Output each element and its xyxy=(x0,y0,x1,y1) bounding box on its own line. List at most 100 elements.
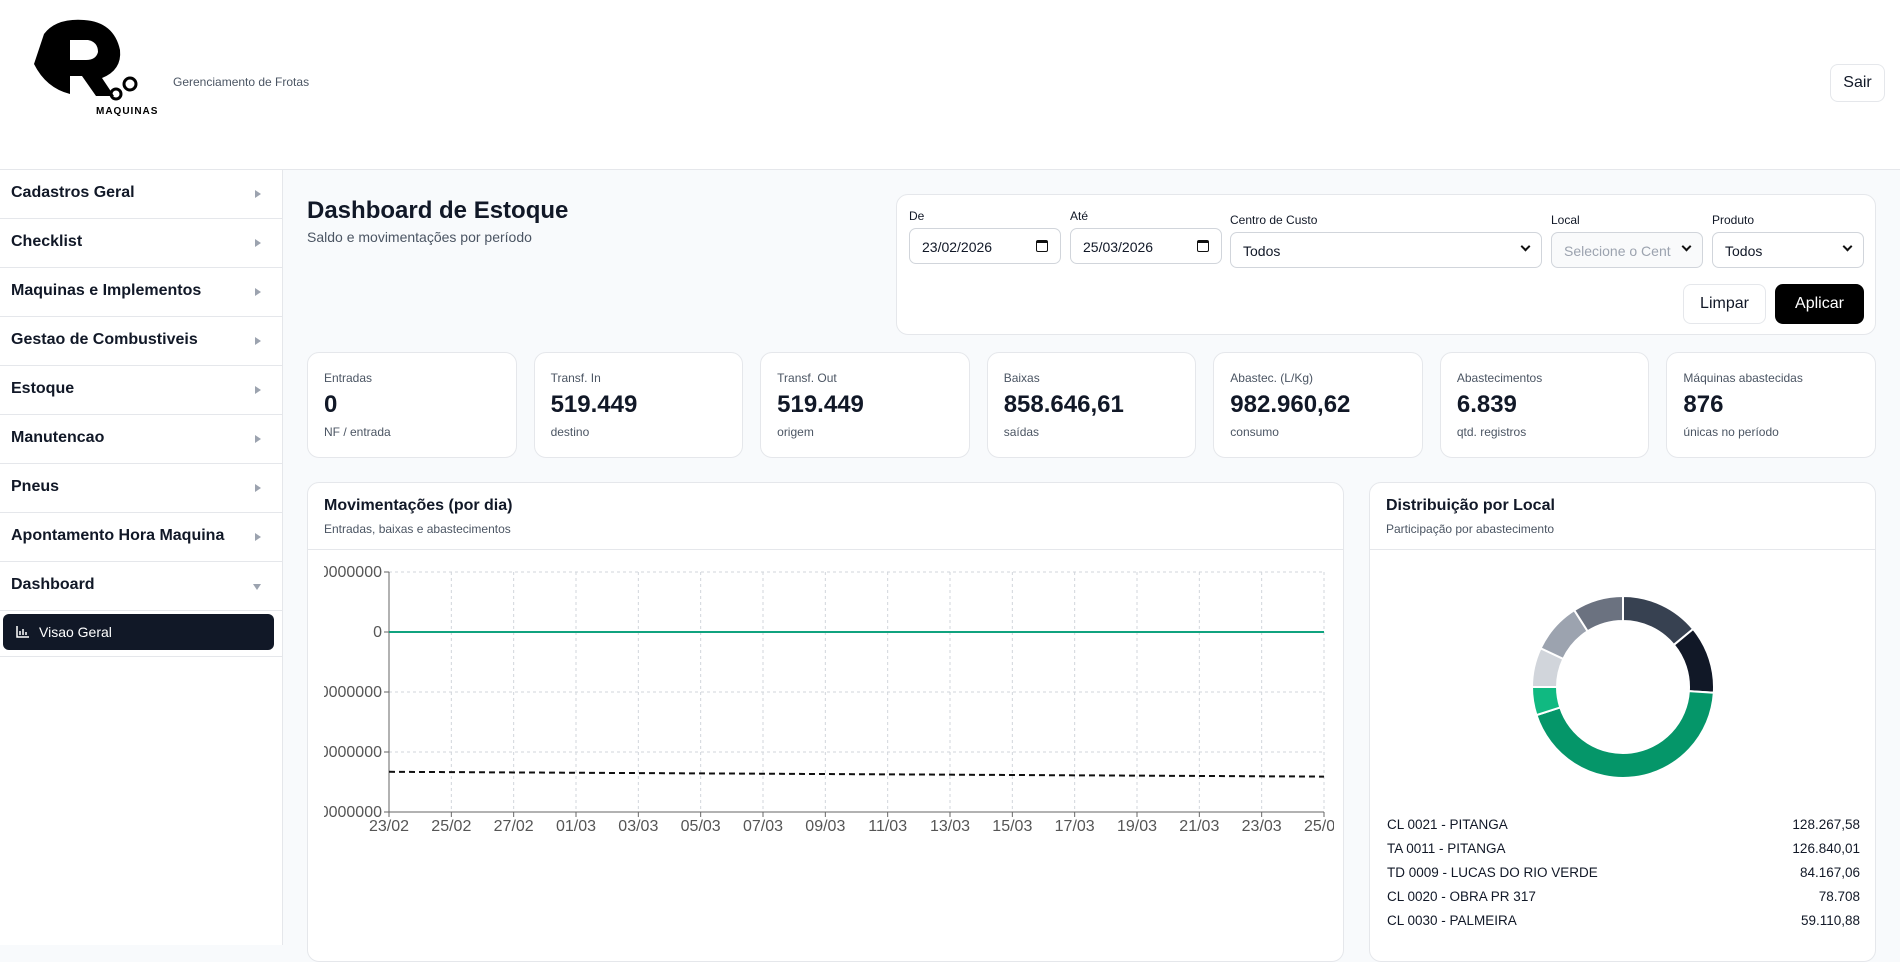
kpi-value: 6.839 xyxy=(1457,391,1517,419)
nav-label: Dashboard xyxy=(11,576,95,593)
kpi-value: 0 xyxy=(324,391,337,419)
kpi-card: Abastec. (L/Kg) 982.960,62 consumo xyxy=(1213,352,1423,458)
nav-item[interactable]: Cadastros Geral xyxy=(0,170,282,219)
nav-label: Maquinas e Implementos xyxy=(11,282,201,299)
nav-item[interactable]: Pneus xyxy=(0,464,282,513)
nav-label: Checklist xyxy=(11,233,82,250)
select-value: Todos xyxy=(1243,243,1280,259)
brand: MAQUINAS xyxy=(96,106,158,117)
kpi-card: Máquinas abastecidas 876 únicas no período xyxy=(1666,352,1876,458)
location-label: CL 0030 - PALMEIRA xyxy=(1387,913,1517,928)
x-tick-label: 23/03 xyxy=(1242,818,1282,835)
nav-divider xyxy=(0,656,282,657)
donut-chart-card: Distribuição por Local Participação por … xyxy=(1369,482,1876,962)
chart-title: Movimentações (por dia) xyxy=(324,497,512,515)
series-line xyxy=(389,772,1324,777)
x-tick-label: 21/03 xyxy=(1179,818,1219,835)
y-tick-label: 0 xyxy=(373,624,382,641)
donut-segment xyxy=(1536,691,1713,778)
x-tick-label: 25/02 xyxy=(431,818,471,835)
date-input[interactable]: 23/02/2026 xyxy=(909,228,1061,264)
x-tick-label: 07/03 xyxy=(743,818,783,835)
filter-label: Local xyxy=(1551,213,1580,227)
location-label: CL 0021 - PITANGA xyxy=(1387,817,1508,832)
select-value: Todos xyxy=(1725,243,1762,259)
nav-item[interactable]: Checklist xyxy=(0,219,282,268)
chart-subtitle: Entradas, baixas e abastecimentos xyxy=(324,522,511,536)
nav-arrow xyxy=(255,337,261,345)
kpi-value: 858.646,61 xyxy=(1004,391,1124,419)
kpi-label: Baixas xyxy=(1004,371,1040,385)
x-tick-label: 01/03 xyxy=(556,818,596,835)
nav-item[interactable]: Maquinas e Implementos xyxy=(0,268,282,317)
filter-label: De xyxy=(909,209,924,223)
x-tick-label: 23/02 xyxy=(369,818,409,835)
filter-label: Produto xyxy=(1712,213,1754,227)
x-tick-label: 11/03 xyxy=(868,818,907,835)
kpi-card: Entradas 0 NF / entrada xyxy=(307,352,517,458)
kpi-value: 519.449 xyxy=(551,391,638,419)
location-value: 126.840,01 xyxy=(1792,841,1860,856)
kpi-note: qtd. registros xyxy=(1457,425,1526,439)
nav-item[interactable]: Estoque xyxy=(0,366,282,415)
filter-card: De 23/02/2026 Até 25/03/2026 Centro de C… xyxy=(896,194,1876,335)
select[interactable]: Todos xyxy=(1230,232,1542,268)
kpi-card: Transf. In519.449destino xyxy=(534,352,744,458)
logout-button[interactable]: Sair xyxy=(1830,64,1885,102)
date-input[interactable]: 25/03/2026 xyxy=(1070,228,1222,264)
nav-label: Gestao de Combustiveis xyxy=(11,331,198,348)
logo: MAQUINAS xyxy=(26,14,158,120)
app-subtitle: Gerenciamento de Frotas xyxy=(173,75,309,89)
nav-item[interactable]: Dashboard xyxy=(0,562,282,611)
select[interactable]: Selecione o Cent xyxy=(1551,232,1703,268)
x-tick-label: 27/02 xyxy=(494,818,534,835)
line-chart: -30000000-20000000-1000000001000000023/0… xyxy=(324,563,1334,843)
nav-arrow xyxy=(255,239,261,247)
filter-label: Até xyxy=(1070,209,1088,223)
clear-button[interactable]: Limpar xyxy=(1683,284,1766,324)
select-value: Selecione o Cent xyxy=(1564,243,1671,259)
kpi-label: Entradas xyxy=(324,371,372,385)
y-tick-label: 10000000 xyxy=(324,564,382,581)
location-value: 78.708 xyxy=(1819,889,1860,904)
filter-label: Centro de Custo xyxy=(1230,213,1317,227)
nav-item[interactable]: Manutencao xyxy=(0,415,282,464)
header: MAQUINAS Gerenciamento de Frotas Sair xyxy=(0,0,1900,170)
kpi-value: 982.960,62 xyxy=(1230,391,1350,419)
select[interactable]: Todos xyxy=(1712,232,1864,268)
nav-label: Apontamento Hora Maquina xyxy=(11,527,224,544)
kpi-label: Abastec. (L/Kg) xyxy=(1230,371,1313,385)
nav-item[interactable]: Apontamento Hora Maquina xyxy=(0,513,282,562)
kpi-note: destino xyxy=(551,425,590,439)
kpi-note: origem xyxy=(777,425,814,439)
kpi-note: únicas no período xyxy=(1683,425,1778,439)
kpi-note: consumo xyxy=(1230,425,1279,439)
kpi-note: saídas xyxy=(1004,425,1039,439)
nav-label: Manutencao xyxy=(11,429,104,446)
x-tick-label: 03/03 xyxy=(618,818,658,835)
kpi-value: 876 xyxy=(1683,391,1723,419)
nav-item[interactable]: Gestao de Combustiveis xyxy=(0,317,282,366)
y-tick-label: -10000000 xyxy=(324,684,382,701)
location-value: 128.267,58 xyxy=(1792,817,1860,832)
nav-arrow xyxy=(255,386,261,394)
x-tick-label: 09/03 xyxy=(805,818,845,835)
nav-subitem[interactable]: Visao Geral xyxy=(3,614,274,650)
kpi-card: Baixas 858.646,61 saídas xyxy=(987,352,1197,458)
kpi-label: Transf. Out xyxy=(777,371,837,385)
location-value: 84.167,06 xyxy=(1800,865,1860,880)
line-chart-card: Movimentações (por dia) Entradas, baixas… xyxy=(307,482,1344,962)
x-tick-label: 15/03 xyxy=(992,818,1032,835)
nav-label: Cadastros Geral xyxy=(11,184,135,201)
apply-button[interactable]: Aplicar xyxy=(1775,284,1864,324)
kpi-note: NF / entrada xyxy=(324,425,391,439)
nav-arrow xyxy=(255,190,261,198)
kpi-label: Máquinas abastecidas xyxy=(1683,371,1802,385)
nav-arrow xyxy=(255,533,261,541)
nav-label: Pneus xyxy=(11,478,59,495)
kpi-card: Transf. Out519.449origem xyxy=(760,352,970,458)
nav-arrow xyxy=(255,484,261,492)
nav-arrow xyxy=(255,288,261,296)
date-value: 25/03/2026 xyxy=(1083,239,1153,255)
